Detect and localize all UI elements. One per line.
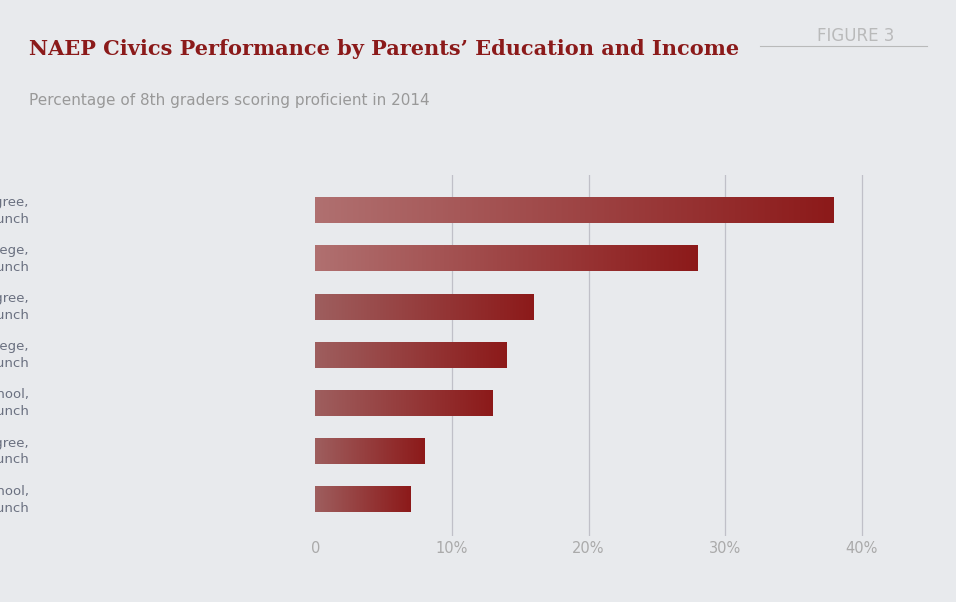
Text: FIGURE 3: FIGURE 3 xyxy=(817,27,895,45)
Text: less than high school,
not eligible for free lunch: less than high school, not eligible for … xyxy=(0,388,29,418)
Text: high school degree,
not eligible for free lunch: high school degree, not eligible for fre… xyxy=(0,292,29,322)
Text: some college,
eligible for free lunch: some college, eligible for free lunch xyxy=(0,340,29,370)
Text: some college,
not eligible for free lunch: some college, not eligible for free lunc… xyxy=(0,244,29,274)
Text: Percentage of 8th graders scoring proficient in 2014: Percentage of 8th graders scoring profic… xyxy=(29,93,429,108)
Text: high school degree,
eligible for free lunch: high school degree, eligible for free lu… xyxy=(0,436,29,467)
Text: less than high school,
eligible for free lunch: less than high school, eligible for free… xyxy=(0,485,29,515)
Text: NAEP Civics Performance by Parents’ Education and Income: NAEP Civics Performance by Parents’ Educ… xyxy=(29,39,739,59)
Text: college degree,
not eligible for free lunch: college degree, not eligible for free lu… xyxy=(0,196,29,226)
